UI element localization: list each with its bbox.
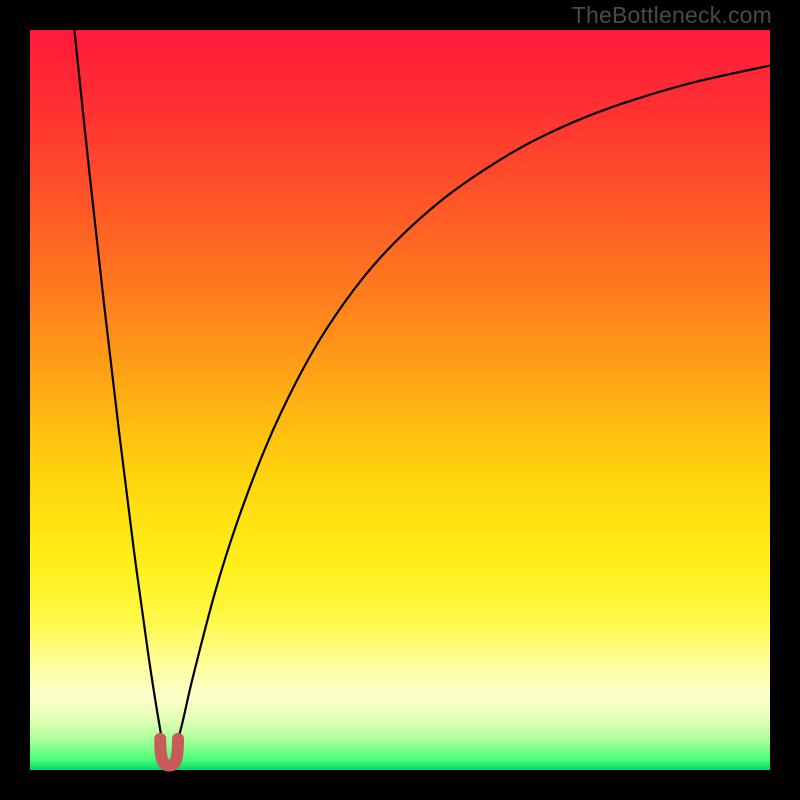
plot-gradient-background [30, 30, 770, 770]
watermark-text: TheBottleneck.com [572, 2, 772, 29]
chart-svg [0, 0, 800, 800]
chart-canvas: TheBottleneck.com [0, 0, 800, 800]
